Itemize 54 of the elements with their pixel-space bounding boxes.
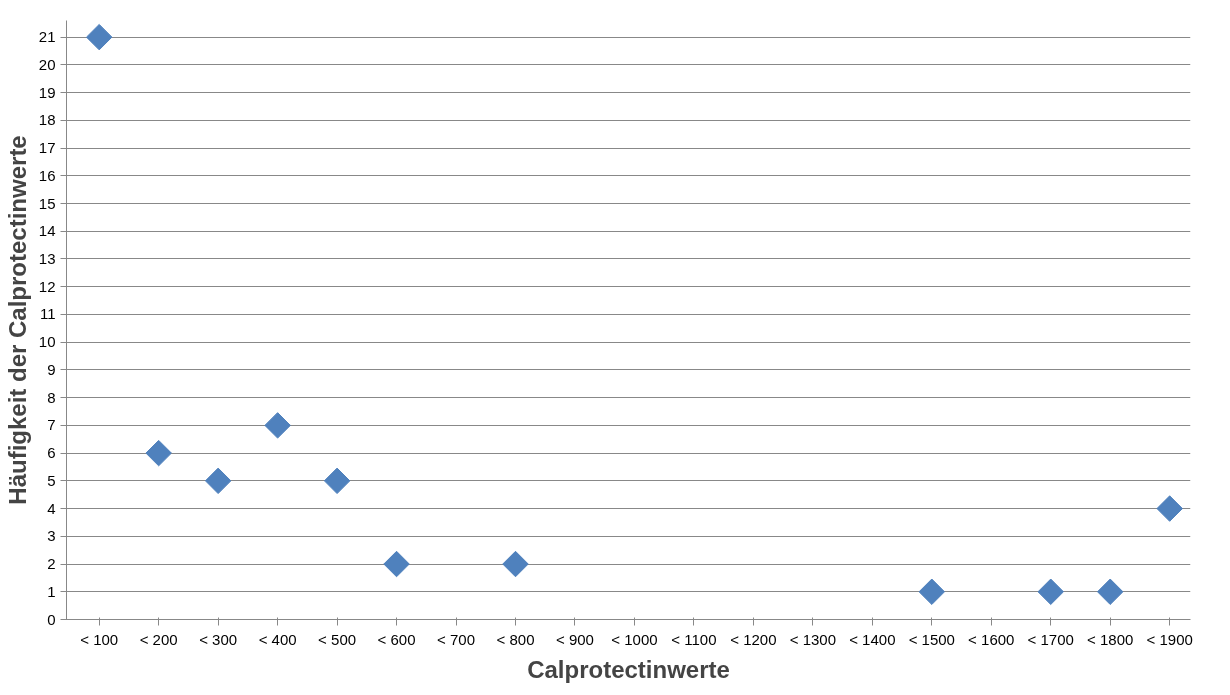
y-tick-label: 17: [38, 139, 56, 157]
x-tick-label: < 700: [437, 630, 476, 648]
point: [1156, 495, 1183, 522]
x-tick-label: < 600: [377, 630, 416, 648]
y-tick-label: 19: [38, 83, 56, 101]
point: [1037, 578, 1064, 605]
x-tick-label: < 300: [199, 630, 238, 648]
y-tick-label: 21: [38, 28, 56, 46]
y-tick-label: 16: [38, 166, 56, 184]
x-tick-label: < 1800: [1087, 630, 1134, 648]
x-tick-label: < 1700: [1027, 630, 1074, 648]
y-tick-label: 6: [47, 444, 56, 462]
y-axis-title: Häufigkeit der Calprotectinwerte: [3, 135, 31, 505]
x-tick-label: < 1000: [611, 630, 658, 648]
y-tick-label: 5: [47, 471, 56, 489]
point: [383, 550, 410, 578]
x-tick-label: < 1100: [671, 630, 717, 648]
y-tick-label: 9: [47, 360, 56, 378]
point: [1096, 578, 1124, 605]
x-tick-label: < 900: [556, 630, 594, 648]
point: [145, 439, 172, 467]
y-tick-label: 2: [47, 555, 56, 573]
x-tick-label: < 200: [139, 630, 178, 648]
x-tick-label: < 1200: [730, 630, 777, 648]
y-tick-label: 15: [38, 194, 56, 212]
y-tick-label: 1: [47, 582, 56, 600]
x-tick-label: < 1500: [908, 630, 955, 648]
x-tick-label: < 500: [318, 630, 357, 648]
y-tick-label: 4: [47, 499, 56, 517]
y-tick-label: 13: [38, 249, 56, 267]
point: [85, 23, 113, 51]
x-axis-title: Calprotectinwerte: [527, 655, 730, 683]
y-tick-label: 8: [47, 388, 56, 406]
point: [502, 550, 529, 578]
y-tick-label: 11: [39, 305, 56, 323]
x-tick-label: < 1900: [1146, 630, 1193, 648]
x-tick-label: < 1300: [789, 630, 837, 648]
point: [918, 578, 946, 605]
y-tick-label: 7: [47, 416, 56, 434]
x-tick-label: < 400: [258, 630, 297, 648]
x-tick-label: < 1600: [968, 630, 1015, 648]
y-tick-label: 3: [47, 527, 56, 545]
x-tick-label: < 800: [496, 630, 535, 648]
y-tick-label: 12: [38, 277, 56, 295]
y-tick-label: 0: [47, 610, 56, 628]
y-tick-label: 18: [38, 111, 56, 129]
x-tick-label: < 100: [80, 630, 119, 648]
y-tick-label: 14: [38, 222, 56, 240]
y-tick-label: 10: [38, 333, 56, 351]
y-tick-label: 20: [38, 55, 56, 73]
x-tick-label: < 1400: [849, 630, 896, 648]
point: [323, 467, 351, 495]
point: [264, 412, 291, 439]
point: [204, 467, 232, 495]
